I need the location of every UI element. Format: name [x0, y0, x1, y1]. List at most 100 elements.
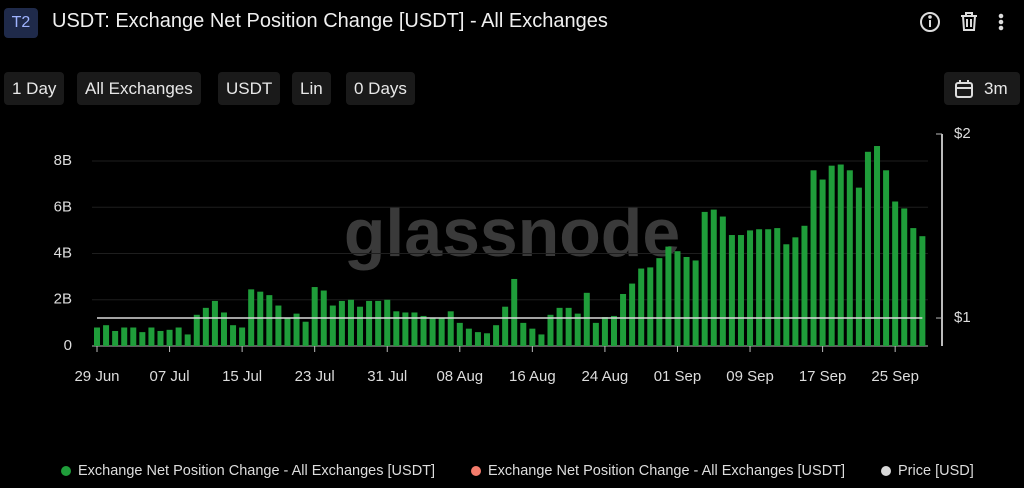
x-tick-label: 16 Aug — [509, 368, 556, 385]
x-tick-label: 24 Aug — [582, 368, 629, 385]
bar — [402, 312, 409, 346]
bar — [103, 325, 110, 346]
range-label: 3m — [984, 79, 1008, 98]
bar — [202, 307, 209, 346]
bar — [157, 330, 164, 346]
bar — [574, 313, 581, 346]
bar — [883, 170, 890, 346]
x-tick-label: 07 Jul — [150, 368, 190, 385]
bar — [193, 314, 200, 346]
bar — [601, 317, 608, 346]
x-tick-label: 15 Jul — [222, 368, 262, 385]
legend-marker — [61, 466, 71, 476]
bar — [139, 332, 146, 346]
bar — [393, 311, 400, 346]
bar — [211, 300, 218, 346]
bar — [420, 315, 427, 346]
bar — [175, 327, 182, 346]
bar — [874, 146, 881, 346]
y2-tick-label: $2 — [954, 125, 971, 142]
bar — [610, 315, 617, 346]
icons[interactable] — [916, 8, 1016, 38]
bar — [583, 292, 590, 346]
bar — [692, 260, 699, 346]
bar — [438, 318, 445, 346]
bar — [756, 229, 763, 346]
bar — [737, 235, 744, 346]
bar — [828, 165, 835, 346]
bar — [774, 228, 781, 346]
bar — [910, 228, 917, 346]
badge: T2 — [4, 8, 38, 38]
bar — [474, 332, 481, 346]
watermark: glassnode — [344, 195, 680, 271]
y-tick-label: 2B — [54, 291, 72, 308]
bar — [447, 311, 454, 346]
bar — [747, 230, 754, 346]
bar — [919, 236, 926, 346]
bar — [765, 229, 772, 346]
bar — [529, 328, 536, 346]
bar — [429, 318, 436, 346]
bar — [284, 318, 291, 346]
bar — [810, 170, 817, 346]
bar — [257, 291, 264, 346]
bar — [656, 258, 663, 346]
bar — [148, 327, 155, 346]
bar — [647, 267, 654, 346]
bar — [366, 300, 373, 346]
bar — [121, 327, 128, 346]
bar — [837, 164, 844, 346]
x-tick-label: 23 Jul — [295, 368, 335, 385]
bar — [347, 299, 354, 346]
y-tick-label: 8B — [54, 152, 72, 169]
legend-marker — [881, 466, 891, 476]
bar — [855, 187, 862, 346]
bar — [901, 208, 908, 346]
bar — [112, 330, 119, 346]
x-tick-label: 29 Jun — [74, 368, 119, 385]
legend-marker — [471, 466, 481, 476]
bar — [719, 216, 726, 346]
y2-tick-label: $1 — [954, 309, 971, 326]
bar — [538, 334, 545, 346]
bar — [456, 322, 463, 346]
bar — [220, 312, 227, 346]
legend-label: Exchange Net Position Change - All Excha… — [488, 463, 845, 479]
bar — [493, 325, 500, 346]
x-tick-label: 25 Sep — [871, 368, 919, 385]
bar — [783, 244, 790, 346]
bar — [629, 283, 636, 346]
x-tick-label: 31 Jul — [367, 368, 407, 385]
bar — [329, 305, 336, 346]
bar — [302, 321, 309, 346]
bar — [674, 251, 681, 346]
toolbar-button[interactable]: All Exchanges — [77, 72, 201, 105]
toolbar-button[interactable]: 1 Day — [4, 72, 65, 105]
bar — [357, 306, 364, 346]
bar — [293, 313, 300, 346]
y-tick-label: 4B — [54, 244, 72, 261]
bar — [819, 179, 826, 346]
toolbar-button[interactable]: Lin — [292, 72, 331, 105]
bar — [484, 333, 491, 346]
bar — [502, 306, 509, 346]
bar — [275, 305, 282, 346]
toolbar-button[interactable]: 0 Days — [346, 72, 415, 105]
bar — [94, 327, 100, 346]
bar — [511, 278, 518, 346]
bar — [620, 293, 627, 346]
legend-label: Price [USD] — [898, 463, 974, 479]
toolbar-button[interactable]: USDT — [218, 72, 281, 105]
bar — [520, 322, 527, 346]
y-tick-label: 6B — [54, 198, 72, 215]
bar — [846, 170, 853, 346]
bar — [230, 325, 237, 346]
bar — [338, 300, 345, 346]
range-button[interactable]: 3m — [944, 72, 1020, 105]
title: USDT: Exchange Net Position Change [USDT… — [52, 10, 608, 32]
bar — [728, 235, 735, 346]
bar — [184, 334, 191, 346]
